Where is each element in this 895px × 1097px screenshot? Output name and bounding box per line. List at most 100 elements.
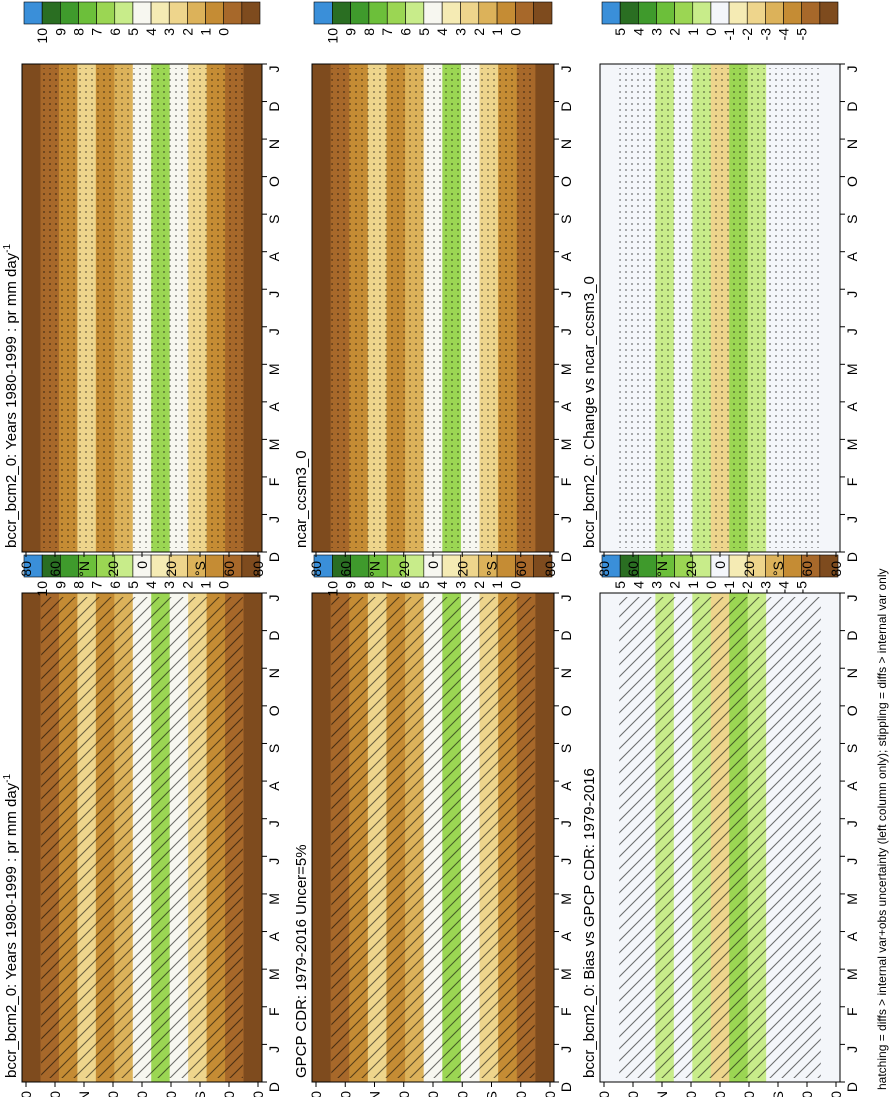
colorbar-swatch	[515, 1, 534, 25]
colorbar-label: 2	[471, 581, 487, 589]
lat-tick-label: 0	[425, 1091, 441, 1097]
colorbar-label: 3	[161, 581, 177, 589]
month-tick-label: J	[558, 516, 574, 523]
stippling-overlay	[331, 68, 535, 548]
lat-tick-label: 20	[396, 1091, 412, 1097]
panel-title: ncar_ccsm3_0	[293, 450, 310, 548]
month-tick-label: A	[844, 931, 860, 941]
month-tick-label: M	[558, 363, 574, 375]
month-tick-label: J	[266, 328, 282, 335]
colorbar-swatch	[150, 1, 170, 25]
colorbar-label: 5	[125, 28, 141, 36]
month-tick-label: J	[558, 328, 574, 335]
lat-tick-label: 60	[625, 561, 641, 577]
colorbar-label: -3	[757, 581, 773, 594]
colorbar-label: -4	[776, 28, 792, 41]
colorbar-label: -1	[721, 28, 737, 41]
month-tick-label: A	[266, 251, 282, 261]
month-tick-label: A	[266, 931, 282, 941]
month-tick-label: N	[844, 668, 860, 678]
month-tick-label: S	[844, 744, 860, 753]
lat-tick-label: 20	[683, 561, 699, 577]
month-tick-label: D	[844, 631, 860, 641]
lat-tick-label: 60	[47, 1091, 63, 1097]
colorbar-label: 3	[161, 28, 177, 36]
lat-tick-label: 20	[163, 1091, 179, 1097]
colorbar-label: -5	[794, 28, 810, 41]
colorbar-label: 5	[416, 28, 432, 36]
colorbar-label: 5	[612, 581, 628, 589]
month-tick-label: D	[266, 552, 282, 562]
month-tick-label: S	[558, 214, 574, 223]
month-tick-label: N	[266, 668, 282, 678]
month-tick-label: A	[558, 251, 574, 261]
colorbar-label: 4	[630, 28, 646, 36]
month-tick-label: M	[558, 893, 574, 905]
stippling-overlay	[619, 68, 821, 548]
month-tick-label: N	[558, 668, 574, 678]
month-tick-label: J	[558, 820, 574, 827]
colorbar-swatch	[656, 1, 675, 25]
colorbar-swatch	[441, 1, 461, 25]
month-tick-label: F	[844, 478, 860, 487]
lat-tick-label: °N	[654, 1091, 670, 1097]
lat-tick-label: 60	[47, 561, 63, 577]
month-tick-label: J	[558, 291, 574, 298]
colorbar-label: 10	[34, 581, 50, 597]
colorbar-swatch	[96, 1, 116, 25]
lat-tick-label: 0	[134, 1091, 150, 1097]
colorbar-swatch	[746, 1, 766, 25]
field-band	[600, 64, 619, 552]
colorbar-swatch	[478, 1, 498, 25]
field-band	[243, 64, 263, 552]
colorbar-label: 6	[398, 28, 414, 36]
colorbar-label: -2	[739, 581, 755, 594]
month-tick-label: M	[558, 968, 574, 980]
colorbar-label: 8	[70, 581, 86, 589]
panel-title: bccr_bcm2_0: Bias vs GPCP CDR: 1979-2016	[581, 768, 598, 1078]
panels-layer: DJFMAMJJASONDJ8060°N20020°S6080bccr_bcm2…	[2, 1, 860, 1097]
lat-tick-label: 80	[828, 561, 844, 577]
colorbar-label: 10	[34, 28, 50, 44]
month-tick-label: J	[558, 66, 574, 73]
colorbar-label: -2	[739, 28, 755, 41]
month-tick-label: D	[558, 631, 574, 641]
colorbar-label: 1	[489, 581, 505, 589]
colorbar-label: 7	[89, 28, 105, 36]
field-band	[600, 593, 619, 1082]
lat-tick-label: °N	[367, 561, 383, 577]
month-tick-label: A	[266, 781, 282, 791]
month-tick-label: N	[558, 139, 574, 149]
month-tick-label: D	[844, 552, 860, 562]
field-band	[535, 593, 555, 1082]
month-tick-label: A	[844, 251, 860, 261]
panel-model-left: DJFMAMJJASONDJ8060°N20020°S6080bccr_bcm2…	[2, 554, 282, 1097]
month-tick-label: M	[844, 968, 860, 980]
lat-tick-label: 60	[799, 1091, 815, 1097]
month-tick-label: O	[844, 176, 860, 187]
colorbar-label: 6	[107, 28, 123, 36]
lat-tick-label: °N	[654, 561, 670, 577]
month-tick-label: D	[844, 101, 860, 111]
month-tick-label: D	[844, 1082, 860, 1092]
lat-tick-label: °S	[192, 1091, 208, 1097]
lat-tick-label: 60	[337, 561, 353, 577]
lat-tick-label: °S	[484, 561, 500, 576]
lat-tick-label: 80	[308, 1091, 324, 1097]
colorbar-label: 5	[612, 28, 628, 36]
month-tick-label: M	[266, 439, 282, 451]
colorbar-swatch	[674, 1, 694, 25]
month-tick-label: S	[266, 744, 282, 753]
colorbar-swatch	[41, 1, 61, 25]
hatching-overlay	[619, 597, 821, 1078]
panel-title: bccr_bcm2_0: Years 1980-1999 : pr mm day…	[2, 243, 20, 548]
month-tick-label: A	[558, 402, 574, 412]
stippling-overlay	[41, 68, 243, 548]
colorbar-label: 0	[703, 581, 719, 589]
colorbar-swatch	[496, 1, 516, 25]
lat-tick-label: °S	[192, 561, 208, 576]
month-tick-label: A	[844, 781, 860, 791]
colorbar-label: 3	[648, 28, 664, 36]
month-tick-label: S	[844, 214, 860, 223]
